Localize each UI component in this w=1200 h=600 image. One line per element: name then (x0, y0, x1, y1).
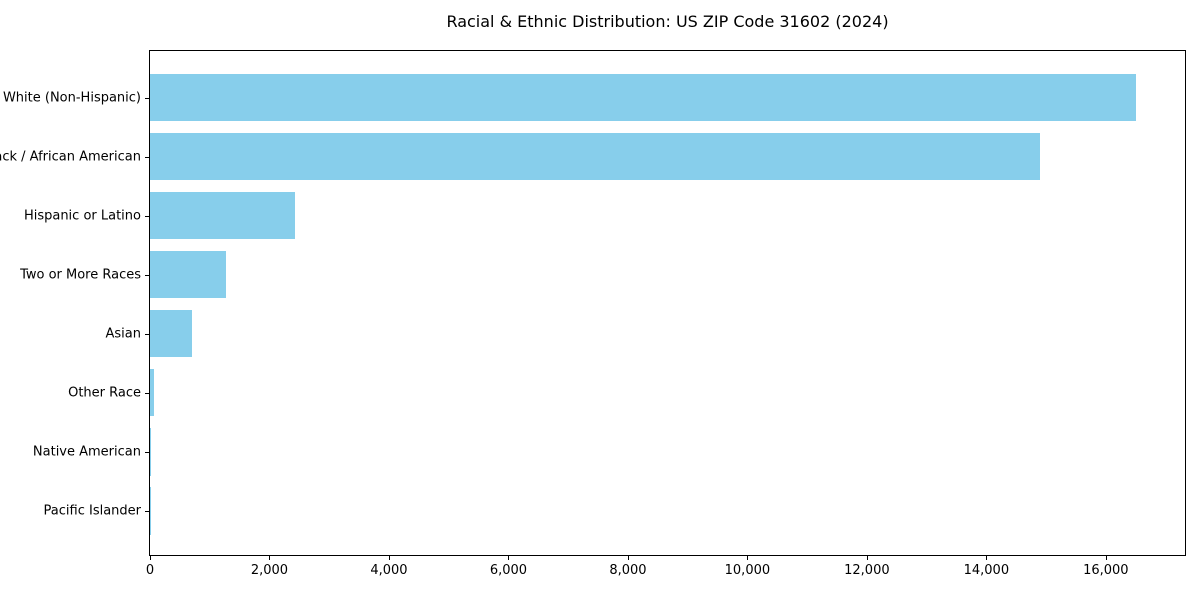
y-tick-mark (145, 274, 149, 276)
y-tick-mark (145, 392, 149, 394)
x-tick-label: 2,000 (250, 563, 289, 578)
x-tick-mark (627, 556, 629, 560)
y-tick-label: Native American (32, 444, 141, 460)
y-tick-mark (145, 156, 149, 158)
y-tick-mark (145, 215, 149, 217)
x-tick-label: 10,000 (724, 563, 771, 578)
x-tick-mark (508, 556, 510, 560)
y-tick-label: Asian (105, 326, 141, 342)
x-tick-label: 14,000 (963, 563, 1010, 578)
x-tick-mark (986, 556, 988, 560)
x-tick-mark (866, 556, 868, 560)
bar (150, 428, 152, 476)
x-tick-mark (388, 556, 390, 560)
y-tick-label: Black / African American (0, 149, 141, 165)
bar (150, 74, 1136, 122)
x-tick-mark (1105, 556, 1107, 560)
x-tick-label: 12,000 (844, 563, 890, 578)
x-tick-mark (747, 556, 749, 560)
chart-title: Racial & Ethnic Distribution: US ZIP Cod… (446, 12, 889, 31)
x-tick-label: 0 (145, 563, 155, 578)
bar (150, 369, 155, 417)
y-tick-label: Two or More Races (20, 267, 141, 283)
y-tick-mark (145, 333, 149, 335)
x-tick-label: 8,000 (609, 563, 647, 578)
x-tick-mark (150, 556, 151, 560)
y-tick-mark (145, 97, 149, 99)
x-tick-label: 16,000 (1083, 563, 1129, 578)
bar (150, 310, 192, 358)
y-tick-label: White (Non-Hispanic) (2, 90, 141, 106)
y-tick-label: Hispanic or Latino (23, 208, 141, 224)
x-tick-label: 4,000 (370, 563, 408, 578)
y-tick-label: Pacific Islander (43, 503, 141, 519)
x-tick-mark (269, 556, 271, 560)
plot-area: White (Non-Hispanic) Black / African Amer… (0, 50, 1186, 578)
y-tick-mark (145, 511, 149, 513)
bar (150, 133, 1040, 181)
y-tick-label: Other Race (68, 385, 141, 401)
bar (150, 251, 227, 299)
x-tick-label: 6,000 (489, 563, 528, 578)
y-tick-mark (145, 451, 149, 453)
bar (150, 192, 296, 240)
